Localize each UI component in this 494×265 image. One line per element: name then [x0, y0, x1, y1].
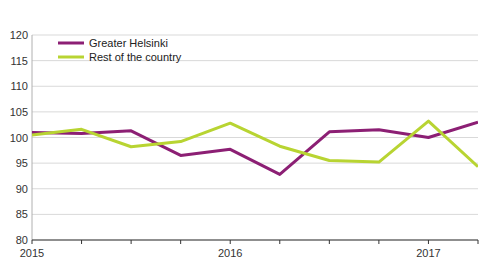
- x-tick: [329, 240, 330, 244]
- x-tick: [478, 240, 479, 244]
- legend-swatch: [58, 42, 84, 45]
- series-line: [32, 121, 478, 167]
- x-tick-label: 2015: [20, 247, 44, 259]
- x-tick: [279, 240, 280, 244]
- grid-line: [32, 214, 478, 215]
- y-axis: [32, 35, 33, 240]
- y-tick-label: 80: [16, 234, 28, 246]
- y-tick-label: 105: [10, 106, 28, 118]
- y-tick-label: 95: [16, 157, 28, 169]
- grid-line: [32, 35, 478, 36]
- grid-line: [32, 86, 478, 87]
- x-tick: [378, 240, 379, 244]
- x-tick: [180, 240, 181, 244]
- y-tick-label: 110: [10, 80, 28, 92]
- plot-area: [32, 121, 478, 174]
- x-tick: [81, 240, 82, 244]
- x-tick-label: 2016: [218, 247, 242, 259]
- x-tick: [428, 240, 429, 244]
- legend-label: Rest of the country: [89, 51, 182, 63]
- x-tick: [32, 240, 33, 244]
- y-tick-label: 85: [16, 208, 28, 220]
- grid-line: [32, 240, 478, 241]
- x-tick: [230, 240, 231, 244]
- x-tick: [131, 240, 132, 244]
- x-axis: [32, 240, 478, 241]
- y-tick-label: 115: [10, 55, 28, 67]
- chart: 80 85 90 95 100 105 110 115 120 2015 2016 2017 Great…: [0, 0, 494, 265]
- y-tick-label: 100: [10, 132, 28, 144]
- grid-line: [32, 188, 478, 189]
- grid-line: [32, 111, 478, 112]
- y-tick-label: 120: [10, 29, 28, 41]
- y-tick-label: 90: [16, 183, 28, 195]
- legend-swatch: [58, 56, 84, 59]
- legend-label: Greater Helsinki: [89, 37, 168, 49]
- series-line: [32, 122, 478, 174]
- x-tick-label: 2017: [416, 247, 440, 259]
